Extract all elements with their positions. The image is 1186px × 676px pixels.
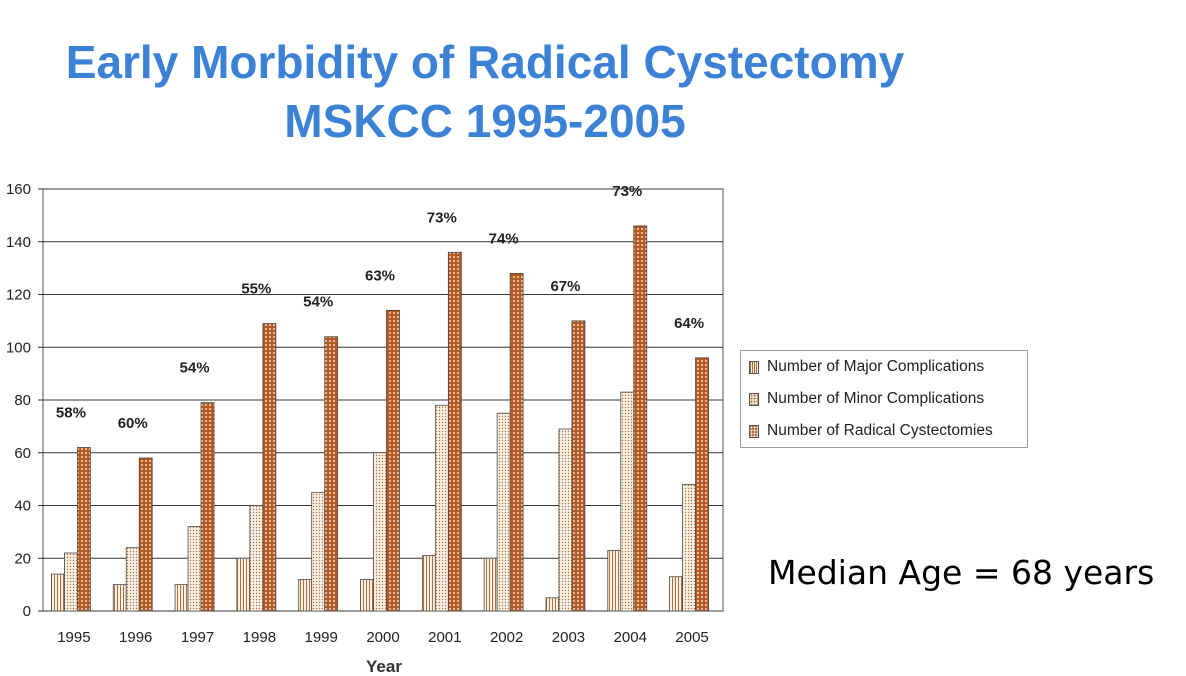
bar-minor-complications <box>682 483 696 612</box>
bar-major-complications <box>298 578 313 612</box>
legend-swatch-major <box>749 360 759 374</box>
percent-annotation: 63% <box>365 267 395 284</box>
bar-major-complications <box>669 576 683 612</box>
legend-label-major: Number of Major Complications <box>767 358 985 375</box>
percent-annotation: 64% <box>674 315 704 332</box>
percent-annotation: 54% <box>303 294 333 311</box>
bar-major-complications <box>545 597 560 612</box>
bar-minor-complications <box>187 526 202 612</box>
bar-radical-cystectomies <box>77 447 91 612</box>
x-tick-label: 2000 <box>366 629 399 646</box>
legend-item-minor: Number of Minor Complications <box>749 389 984 409</box>
percent-annotation: 60% <box>118 415 148 432</box>
y-tick-label: 160 <box>6 181 31 198</box>
y-tick-label: 140 <box>6 234 31 251</box>
bar-minor-complications <box>64 552 78 612</box>
bar-radical-cystectomies <box>571 320 586 612</box>
x-tick-label: 1998 <box>243 629 276 646</box>
y-tick-label: 80 <box>14 392 31 409</box>
bar-major-complications <box>236 557 251 612</box>
bar-radical-cystectomies <box>509 273 524 612</box>
y-tick-label: 20 <box>14 550 31 567</box>
bar-major-complications <box>607 549 622 612</box>
bar-minor-complications <box>125 547 140 612</box>
bar-major-complications <box>421 555 436 612</box>
percent-annotation: 67% <box>550 278 580 295</box>
x-tick-label: 1996 <box>119 629 152 646</box>
legend-label-minor: Number of Minor Complications <box>767 390 985 407</box>
median-age-note: Median Age = 68 years <box>768 553 1155 592</box>
legend-swatch-minor <box>749 392 759 406</box>
bar-radical-cystectomies <box>447 251 462 612</box>
bar-major-complications <box>360 578 374 612</box>
x-tick-label: 1997 <box>181 629 214 646</box>
bar-minor-complications <box>620 391 635 612</box>
bar-radical-cystectomies <box>324 336 339 612</box>
slide-title: Early Morbidity of Radical Cystectomy <box>65 36 905 88</box>
x-axis-title: Year <box>366 657 402 676</box>
bar-radical-cystectomies <box>386 309 400 612</box>
x-tick-label: 2001 <box>428 629 461 646</box>
bar-radical-cystectomies <box>200 402 215 612</box>
x-tick-label: 2005 <box>675 629 708 646</box>
legend-item-radical: Number of Radical Cystectomies <box>749 421 993 441</box>
bar-radical-cystectomies <box>695 357 709 612</box>
percent-annotation: 54% <box>180 360 210 377</box>
slide-subtitle: MSKCC 1995-2005 <box>284 95 686 147</box>
x-tick-label: 2002 <box>490 629 523 646</box>
x-tick-label: 1995 <box>57 629 90 646</box>
bar-minor-complications <box>249 505 264 612</box>
bar-chart: 0 20 40 60 80 100 120 140 160 1995 58% 1996 60% 1997 5… <box>6 181 724 676</box>
legend-item-major: Number of Major Complications <box>749 357 984 377</box>
percent-annotation: 73% <box>427 209 457 226</box>
bar-minor-complications <box>496 412 511 612</box>
bar-major-complications <box>112 584 127 612</box>
bar-major-complications <box>483 557 498 612</box>
y-tick-label: 40 <box>14 498 31 515</box>
percent-annotation: 55% <box>241 281 271 298</box>
bar-radical-cystectomies <box>633 225 648 612</box>
legend-label-radical: Number of Radical Cystectomies <box>767 422 993 439</box>
x-tick-label: 1999 <box>304 629 337 646</box>
bar-major-complications <box>174 584 189 612</box>
y-tick-label: 0 <box>23 603 31 620</box>
bar-radical-cystectomies <box>138 457 153 612</box>
chart-legend: Number of Major Complications Number of … <box>740 350 1028 448</box>
bar-radical-cystectomies <box>262 323 277 612</box>
y-tick-label: 100 <box>6 339 31 356</box>
percent-annotation: 73% <box>612 183 642 200</box>
y-tick-label: 120 <box>6 287 31 304</box>
x-tick-label: 2003 <box>552 629 585 646</box>
bar-minor-complications <box>373 452 387 612</box>
legend-swatch-radical <box>749 424 759 438</box>
bar-minor-complications <box>434 404 449 612</box>
percent-annotation: 58% <box>56 404 86 421</box>
bar-major-complications <box>51 573 65 612</box>
bar-minor-complications <box>311 491 326 612</box>
percent-annotation: 74% <box>489 230 519 247</box>
x-tick-label: 2004 <box>614 629 647 646</box>
bar-minor-complications <box>558 428 573 612</box>
y-tick-label: 60 <box>14 445 31 462</box>
